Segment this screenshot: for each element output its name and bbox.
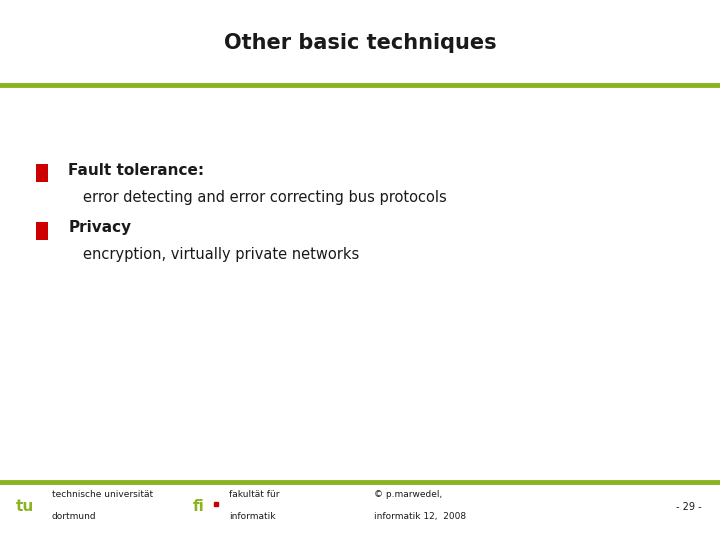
Text: technische universität: technische universität — [52, 490, 153, 500]
FancyBboxPatch shape — [36, 222, 48, 240]
Text: informatik 12,  2008: informatik 12, 2008 — [374, 512, 467, 521]
Text: Privacy: Privacy — [68, 220, 132, 235]
Text: informatik: informatik — [229, 512, 276, 521]
Text: Fault tolerance:: Fault tolerance: — [68, 163, 204, 178]
Text: tu: tu — [16, 500, 34, 514]
Text: dortmund: dortmund — [52, 512, 96, 521]
Text: Other basic techniques: Other basic techniques — [224, 33, 496, 53]
Text: - 29 -: - 29 - — [676, 502, 702, 512]
Text: encryption, virtually private networks: encryption, virtually private networks — [83, 247, 359, 262]
Text: error detecting and error correcting bus protocols: error detecting and error correcting bus… — [83, 190, 446, 205]
Text: fakultät für: fakultät für — [229, 490, 279, 500]
Text: fi: fi — [193, 500, 204, 514]
FancyBboxPatch shape — [36, 164, 48, 182]
Text: © p.marwedel,: © p.marwedel, — [374, 490, 443, 500]
